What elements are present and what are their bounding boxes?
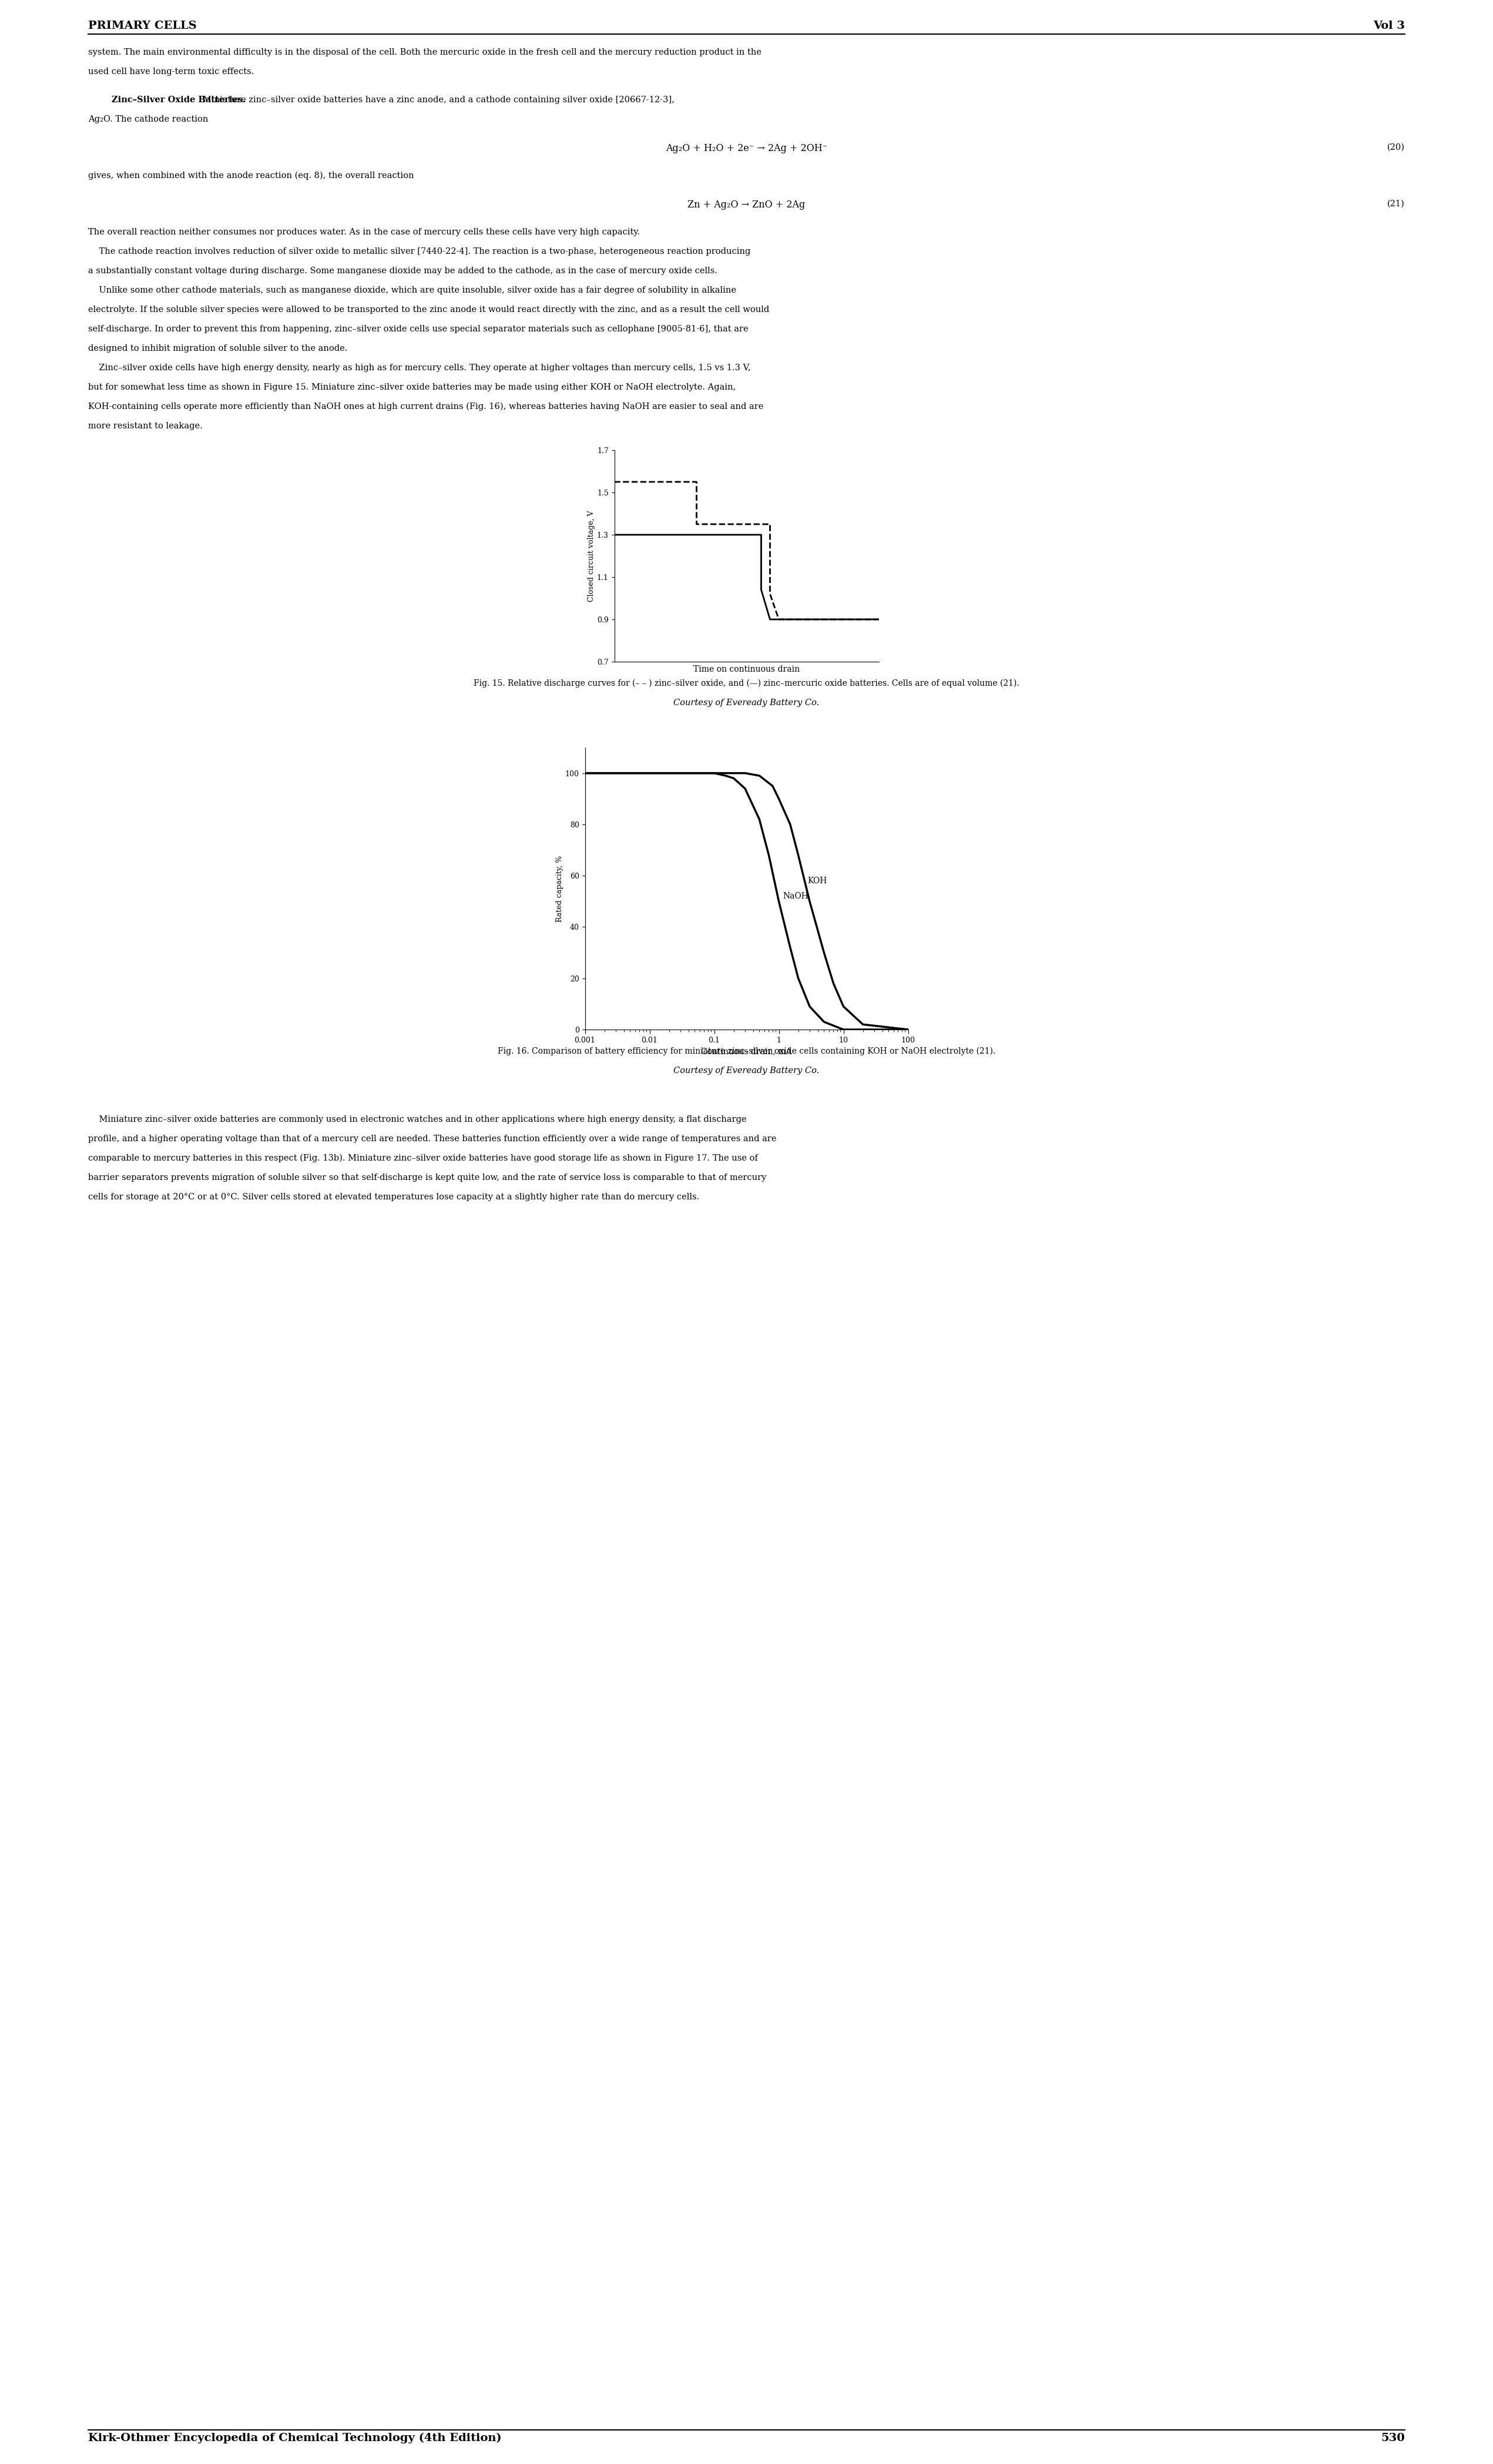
- Text: comparable to mercury batteries in this respect (Fig. 13b). Miniature zinc–silve: comparable to mercury batteries in this …: [88, 1153, 758, 1163]
- Text: Miniature zinc–silver oxide batteries have a zinc anode, and a cathode containin: Miniature zinc–silver oxide batteries ha…: [203, 96, 675, 103]
- Text: Zinc–Silver Oxide Batteries.: Zinc–Silver Oxide Batteries.: [112, 96, 252, 103]
- Text: PRIMARY CELLS: PRIMARY CELLS: [88, 20, 197, 32]
- Text: self-discharge. In order to prevent this from happening, zinc–silver oxide cells: self-discharge. In order to prevent this…: [88, 325, 748, 333]
- Text: gives, when combined with the anode reaction (eq. 8), the overall reaction: gives, when combined with the anode reac…: [88, 172, 414, 180]
- Text: designed to inhibit migration of soluble silver to the anode.: designed to inhibit migration of soluble…: [88, 345, 348, 352]
- X-axis label: Continuous drain, mA: Continuous drain, mA: [702, 1047, 791, 1055]
- Text: a substantially constant voltage during discharge. Some manganese dioxide may be: a substantially constant voltage during …: [88, 266, 718, 276]
- Text: more resistant to leakage.: more resistant to leakage.: [88, 421, 203, 431]
- Text: Fig. 16. Comparison of battery efficiency for miniature zinc–silver oxide cells : Fig. 16. Comparison of battery efficienc…: [497, 1047, 996, 1055]
- Text: barrier separators prevents migration of soluble silver so that self-discharge i: barrier separators prevents migration of…: [88, 1173, 766, 1183]
- Text: Miniature zinc–silver oxide batteries are commonly used in electronic watches an: Miniature zinc–silver oxide batteries ar…: [88, 1116, 746, 1124]
- Text: Zn + Ag₂O → ZnO + 2Ag: Zn + Ag₂O → ZnO + 2Ag: [688, 200, 805, 209]
- Text: Fig. 15. Relative discharge curves for (– – ) zinc–silver oxide, and (—) zinc–me: Fig. 15. Relative discharge curves for (…: [473, 680, 1020, 687]
- Text: Courtesy of Eveready Battery Co.: Courtesy of Eveready Battery Co.: [673, 1067, 820, 1074]
- Y-axis label: Rated capacity, %: Rated capacity, %: [555, 855, 563, 922]
- X-axis label: Time on continuous drain: Time on continuous drain: [693, 665, 800, 673]
- Y-axis label: Closed circuit voltage, V: Closed circuit voltage, V: [588, 510, 596, 601]
- Text: (21): (21): [1387, 200, 1405, 207]
- Text: Courtesy of Eveready Battery Co.: Courtesy of Eveready Battery Co.: [673, 700, 820, 707]
- Text: 530: 530: [1381, 2432, 1405, 2444]
- Text: NaOH: NaOH: [782, 892, 808, 899]
- Text: (20): (20): [1387, 143, 1405, 153]
- Text: Unlike some other cathode materials, such as manganese dioxide, which are quite : Unlike some other cathode materials, suc…: [88, 286, 736, 293]
- Text: electrolyte. If the soluble silver species were allowed to be transported to the: electrolyte. If the soluble silver speci…: [88, 306, 769, 313]
- Text: Ag₂O + H₂O + 2e⁻ → 2Ag + 2OH⁻: Ag₂O + H₂O + 2e⁻ → 2Ag + 2OH⁻: [666, 143, 827, 153]
- Text: The overall reaction neither consumes nor produces water. As in the case of merc: The overall reaction neither consumes no…: [88, 229, 640, 237]
- Text: system. The main environmental difficulty is in the disposal of the cell. Both t: system. The main environmental difficult…: [88, 49, 761, 57]
- Text: Ag₂O. The cathode reaction: Ag₂O. The cathode reaction: [88, 116, 208, 123]
- Text: KOH-containing cells operate more efficiently than NaOH ones at high current dra: KOH-containing cells operate more effici…: [88, 402, 763, 411]
- Text: used cell have long-term toxic effects.: used cell have long-term toxic effects.: [88, 67, 254, 76]
- Text: profile, and a higher operating voltage than that of a mercury cell are needed. : profile, and a higher operating voltage …: [88, 1136, 776, 1143]
- Text: KOH: KOH: [808, 877, 827, 885]
- Text: but for somewhat less time as shown in Figure 15. Miniature zinc–silver oxide ba: but for somewhat less time as shown in F…: [88, 382, 736, 392]
- Text: cells for storage at 20°C or at 0°C. Silver cells stored at elevated temperature: cells for storage at 20°C or at 0°C. Sil…: [88, 1193, 699, 1200]
- Text: Vol 3: Vol 3: [1374, 20, 1405, 32]
- Text: Kirk-Othmer Encyclopedia of Chemical Technology (4th Edition): Kirk-Othmer Encyclopedia of Chemical Tec…: [88, 2432, 502, 2444]
- Text: Zinc–silver oxide cells have high energy density, nearly as high as for mercury : Zinc–silver oxide cells have high energy…: [88, 365, 751, 372]
- Text: The cathode reaction involves reduction of silver oxide to metallic silver [7440: The cathode reaction involves reduction …: [88, 246, 751, 256]
